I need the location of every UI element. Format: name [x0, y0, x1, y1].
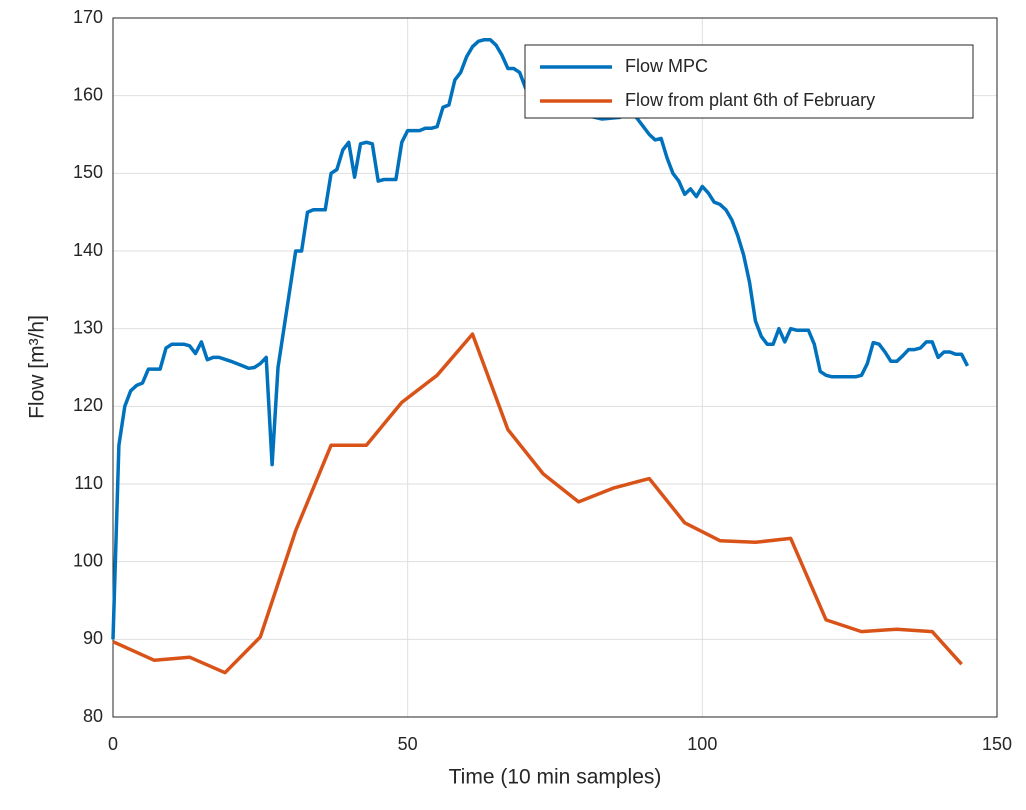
y-tick-label: 100 — [73, 550, 103, 570]
x-tick-label: 50 — [398, 734, 418, 754]
y-tick-label: 150 — [73, 162, 103, 182]
y-tick-label: 80 — [83, 706, 103, 726]
y-tick-label: 140 — [73, 240, 103, 260]
legend-label: Flow MPC — [625, 56, 708, 76]
data-line — [111, 37, 970, 640]
legend-box — [524, 44, 974, 119]
y-tick-label: 160 — [73, 84, 103, 104]
legend-label: Flow from plant 6th of February — [625, 90, 875, 110]
y-tick-label: 110 — [74, 473, 103, 493]
y-tick-label: 130 — [73, 317, 103, 337]
y-tick-label: 170 — [73, 7, 103, 27]
x-tick-label: 100 — [687, 734, 717, 754]
x-tick-label: 0 — [108, 734, 118, 754]
x-axis-label: Time (10 min samples) — [449, 766, 662, 789]
x-tick-label: 150 — [982, 734, 1012, 754]
y-tick-label: 90 — [83, 628, 103, 648]
data-line — [112, 332, 963, 675]
y-tick-label: 120 — [73, 395, 103, 415]
y-axis-label: Flow [m³/h] — [26, 315, 49, 419]
plot-frame — [112, 17, 998, 718]
